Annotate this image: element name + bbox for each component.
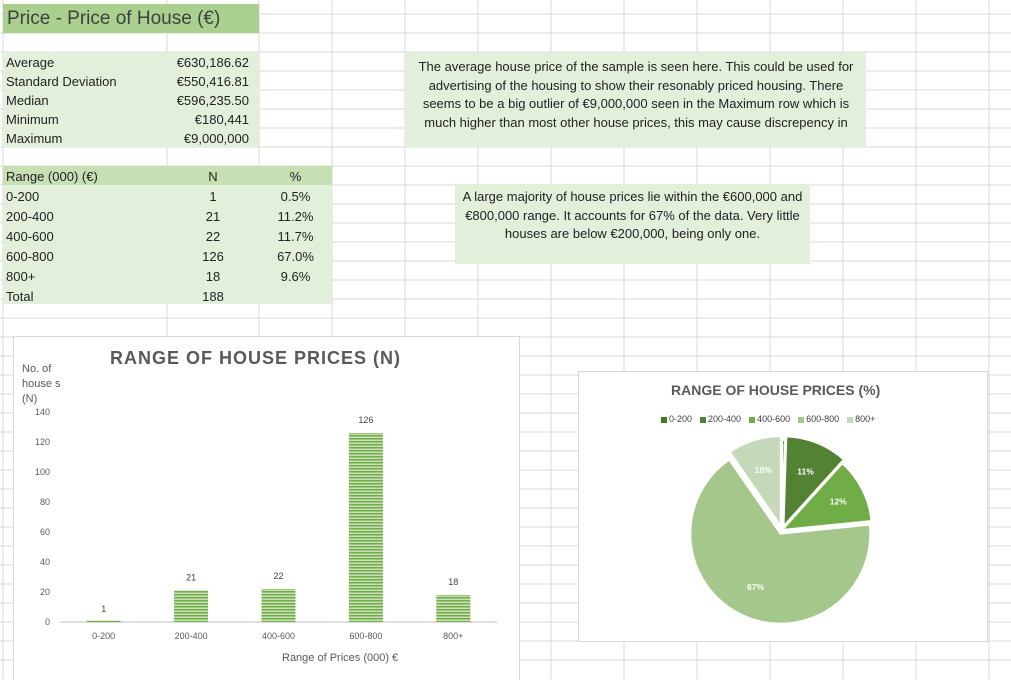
freq-header-cell: Range (000) (€) <box>6 169 98 184</box>
bar-data-label: 18 <box>448 577 458 587</box>
legend-item-800+: 800+ <box>847 414 875 424</box>
freq-cell: 600-800 <box>6 249 54 264</box>
freq-cell: 800+ <box>6 269 36 284</box>
legend-swatch <box>661 416 667 423</box>
freq-header-cell: % <box>289 169 302 184</box>
bar-400-600[interactable] <box>261 589 296 622</box>
y-tick-label: 0 <box>45 617 50 627</box>
bar-chart-ylabel: No. of house s (N) <box>22 363 61 405</box>
stat-label: Maximum <box>6 131 63 146</box>
y-tick-label: 80 <box>40 497 50 507</box>
freq-cell: 21 <box>205 209 221 224</box>
legend-label: 400-600 <box>757 414 791 424</box>
stats-block <box>3 52 259 147</box>
freq-cell: 0-200 <box>6 189 40 204</box>
freq-cell: 0.5% <box>280 189 311 204</box>
bar-600-800[interactable] <box>348 433 383 622</box>
bar-chart-area[interactable] <box>13 336 520 680</box>
y-tick-label: 20 <box>40 587 50 597</box>
freq-cell: 200-400 <box>6 209 54 224</box>
pie-slice-label: 10% <box>755 465 772 475</box>
pie-slice-label: 67% <box>747 582 764 592</box>
pie-slice-label: 12% <box>830 497 847 507</box>
bar-chart-xlabel: Range of Prices (000) € <box>282 652 399 664</box>
bar-data-label: 126 <box>358 415 373 425</box>
stat-value: €9,000,000 <box>183 131 249 146</box>
y-tick-label: 60 <box>40 527 50 537</box>
freq-body-fill <box>3 185 332 304</box>
bar-chart-title: RANGE OF HOUSE PRICES (N) <box>110 348 402 368</box>
freq-cell: 22 <box>205 229 221 244</box>
legend-label: 600-800 <box>806 414 840 424</box>
pie-chart: 0%11%12%67%10% <box>689 435 873 625</box>
legend-label: 200-400 <box>708 414 742 424</box>
pie-slice-800+[interactable] <box>728 435 782 530</box>
freq-cell: 126 <box>202 249 224 264</box>
sheet-title: Price - Price of House (€) <box>7 8 221 29</box>
stat-label: Minimum <box>6 112 59 127</box>
bar-data-label: 1 <box>101 604 106 614</box>
x-tick-label: 600-800 <box>349 631 382 641</box>
freq-header-fill <box>3 166 332 185</box>
legend-label: 800+ <box>855 414 876 424</box>
freq-cell: 11.2% <box>277 209 314 224</box>
bar-0-200[interactable] <box>86 620 121 623</box>
freq-cell: 9.6% <box>280 269 311 284</box>
pie-chart-title: RANGE OF HOUSE PRICES (%) <box>671 382 881 398</box>
x-tick-label: 200-400 <box>175 631 208 641</box>
stat-value: €596,235.50 <box>176 93 249 108</box>
pie-slice-0-200[interactable] <box>781 438 786 531</box>
legend-swatch <box>700 416 707 423</box>
y-tick-label: 120 <box>35 437 50 447</box>
freq-cell: 400-600 <box>6 229 54 244</box>
x-tick-label: 0-200 <box>92 631 115 641</box>
stat-label: Average <box>6 55 55 70</box>
bar-chart: 0 20 40 60 80 100 120 140 1 0-200 21 200-400 22 400-6… <box>35 407 497 641</box>
freq-cell: 18 <box>205 269 221 284</box>
pie-slice-400-600[interactable] <box>779 461 873 532</box>
legend-label: 0-200 <box>669 414 693 424</box>
title-cell[interactable] <box>3 4 259 33</box>
pie-legend: 0-200 200-400 400-600 600-800 800+ <box>661 414 875 424</box>
note-average[interactable]: The average house price of the sample is… <box>406 52 866 146</box>
bar-200-400[interactable] <box>174 590 209 623</box>
y-tick-label: 40 <box>40 557 50 567</box>
x-tick-label: 800+ <box>443 631 463 641</box>
legend-item-200-400: 200-400 <box>700 414 741 424</box>
freq-cell: 67.0% <box>277 249 314 264</box>
stat-value: €180,441 <box>194 112 249 127</box>
pie-slice-200-400[interactable] <box>782 435 846 529</box>
pie-slice-label: 11% <box>797 467 814 477</box>
legend-item-0-200: 0-200 <box>661 414 692 424</box>
legend-swatch <box>798 416 805 423</box>
x-tick-label: 400-600 <box>262 631 295 641</box>
bar-800+[interactable] <box>436 595 471 622</box>
y-tick-label: 140 <box>35 407 50 417</box>
freq-cell: Total <box>6 289 34 304</box>
stat-label: Standard Deviation <box>6 74 117 89</box>
bar-data-label: 21 <box>186 573 196 583</box>
stat-value: €630,186.62 <box>176 55 249 70</box>
legend-item-600-800: 600-800 <box>798 414 839 424</box>
freq-cell: 188 <box>202 289 224 304</box>
freq-cell: 11.7% <box>277 229 314 244</box>
stat-label: Median <box>6 93 49 108</box>
legend-swatch <box>847 416 854 423</box>
legend-item-400-600: 400-600 <box>749 414 790 424</box>
freq-cell: 1 <box>209 189 217 204</box>
y-tick-label: 100 <box>35 467 50 477</box>
stat-value: €550,416.81 <box>176 74 249 89</box>
pie-slice-600-800[interactable] <box>689 458 872 625</box>
note-majority[interactable]: A large majority of house prices lie wit… <box>455 184 810 264</box>
legend-swatch <box>749 416 756 423</box>
freq-header-cell: N <box>208 169 218 184</box>
bar-data-label: 22 <box>273 571 283 581</box>
